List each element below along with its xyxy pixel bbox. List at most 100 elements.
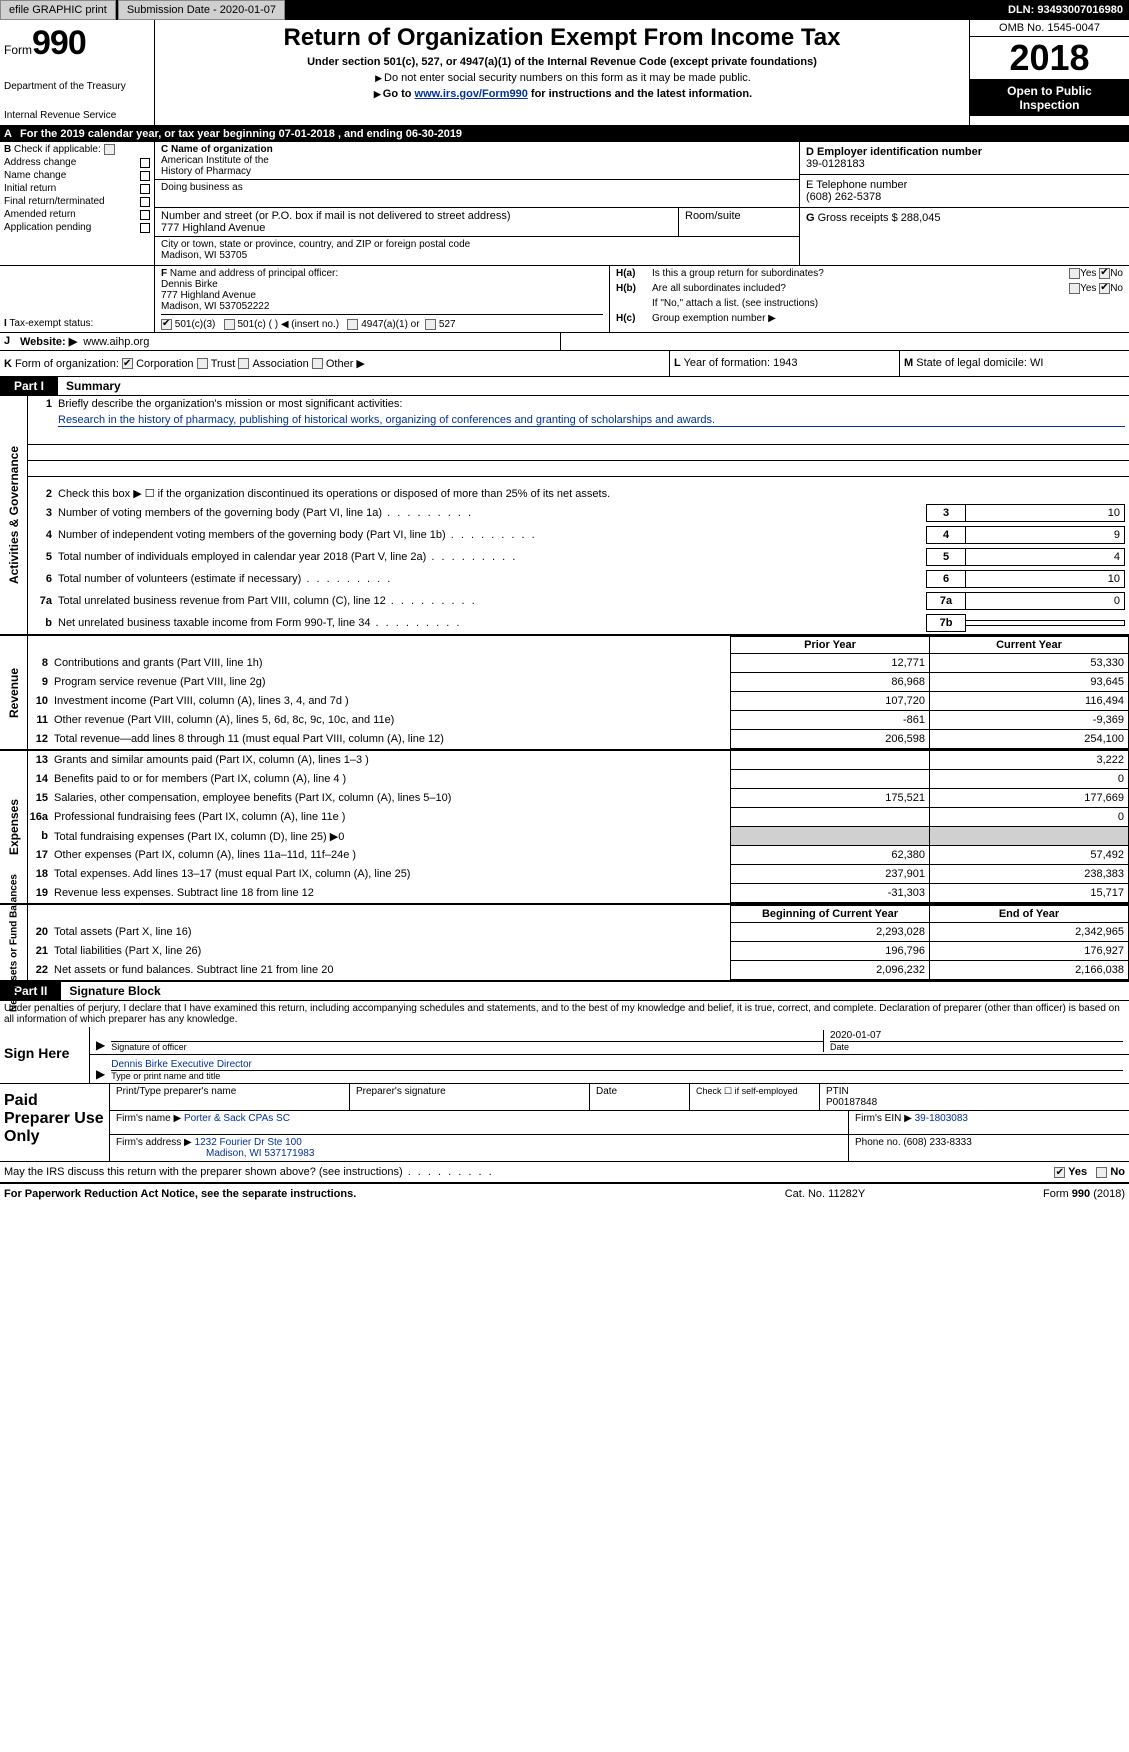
org-name-2: History of Pharmacy	[161, 166, 793, 177]
paid-preparer-section: Paid Preparer Use Only Print/Type prepar…	[0, 1084, 1129, 1162]
check-corporation[interactable]	[122, 358, 133, 369]
form-title: Return of Organization Exempt From Incom…	[163, 24, 961, 52]
prior-current-header: Prior Year Current Year	[28, 636, 1129, 654]
tax-year: 2018	[970, 37, 1129, 80]
governance-side-tab: Activities & Governance	[0, 396, 28, 634]
exp-line-b: bTotal fundraising expenses (Part IX, co…	[28, 827, 1129, 846]
check-application-pending[interactable]: Application pending	[4, 222, 150, 233]
check-527[interactable]	[425, 319, 436, 330]
check-address-change[interactable]: Address change	[4, 157, 150, 168]
paid-preparer-label: Paid Preparer Use Only	[0, 1084, 110, 1161]
ha-yes[interactable]	[1069, 268, 1080, 279]
sig-name-value: Dennis Birke Executive Director	[111, 1059, 1123, 1070]
row-j: J Website: ▶ www.aihp.org	[0, 333, 1129, 351]
form-prefix: Form	[4, 43, 32, 57]
org-name-cell: C Name of organization American Institut…	[155, 142, 799, 180]
expenses-block: Expenses 13Grants and similar amounts pa…	[0, 751, 1129, 905]
irs-link[interactable]: www.irs.gov/Form990	[415, 88, 528, 100]
col-c: C Name of organization American Institut…	[155, 142, 799, 265]
check-other[interactable]	[312, 358, 323, 369]
sig-name-label: Type or print name and title	[111, 1070, 1123, 1081]
check-name-change[interactable]: Name change	[4, 170, 150, 181]
net-assets-side-tab: Net Assets or Fund Balances	[0, 905, 28, 980]
row-f-mid: F Name and address of principal officer:…	[155, 266, 609, 332]
discuss-no[interactable]	[1096, 1167, 1107, 1178]
exp-line-13: 13Grants and similar amounts paid (Part …	[28, 751, 1129, 770]
footer: For Paperwork Reduction Act Notice, see …	[0, 1184, 1129, 1204]
ptin-cell: PTIN P00187848	[820, 1084, 1129, 1110]
note-link: Go to www.irs.gov/Form990 for instructio…	[163, 88, 961, 100]
prep-self-employed[interactable]: Check ☐ if self-employed	[690, 1084, 820, 1110]
hb-no[interactable]	[1099, 283, 1110, 294]
net-line-22: 22Net assets or fund balances. Subtract …	[28, 961, 1129, 980]
row-a-label: A	[4, 128, 20, 140]
row-k: K Form of organization: Corporation Trus…	[0, 351, 669, 376]
phone-cell: E Telephone number (608) 262-5378	[800, 175, 1129, 208]
footer-right: Form 990 (2018)	[925, 1188, 1125, 1200]
exp-line-16a: 16aProfessional fundraising fees (Part I…	[28, 808, 1129, 827]
part-1-tab: Part I	[0, 377, 58, 395]
prep-sig-header: Preparer's signature	[350, 1084, 590, 1110]
may-discuss-row: May the IRS discuss this return with the…	[0, 1162, 1129, 1184]
hb-yes[interactable]	[1069, 283, 1080, 294]
omb-number: OMB No. 1545-0047	[970, 20, 1129, 37]
firm-name-value: Porter & Sack CPAs SC	[184, 1113, 290, 1124]
rev-line-8: 8Contributions and grants (Part VIII, li…	[28, 654, 1129, 673]
sig-date-label: Date	[830, 1041, 1123, 1052]
gov-line-3: 3Number of voting members of the governi…	[28, 502, 1129, 524]
officer-addr2: Madison, WI 537052222	[161, 301, 603, 315]
firm-phone-value: (608) 233-8333	[903, 1137, 971, 1148]
check-association[interactable]	[238, 358, 249, 369]
check-amended-return[interactable]: Amended return	[4, 209, 150, 220]
col-d: D Employer identification number 39-0128…	[799, 142, 1129, 265]
gov-line-7a: 7aTotal unrelated business revenue from …	[28, 590, 1129, 612]
check-final-return[interactable]: Final return/terminated	[4, 196, 150, 207]
firm-name-cell: Firm's name ▶ Porter & Sack CPAs SC	[110, 1111, 849, 1134]
org-name-1: American Institute of the	[161, 155, 793, 166]
check-4947[interactable]	[347, 319, 358, 330]
check-501c3[interactable]	[161, 319, 172, 330]
revenue-side-tab: Revenue	[0, 636, 28, 749]
firm-phone-cell: Phone no. (608) 233-8333	[849, 1135, 1129, 1161]
mission-text: Research in the history of pharmacy, pub…	[28, 412, 1129, 429]
street-cell: Number and street (or P.O. box if mail i…	[155, 208, 679, 236]
submission-date-button[interactable]: Submission Date - 2020-01-07	[118, 0, 285, 20]
revenue-block: Revenue Prior Year Current Year 8Contrib…	[0, 636, 1129, 751]
street-value: 777 Highland Avenue	[161, 222, 672, 234]
row-a-text: For the 2019 calendar year, or tax year …	[20, 128, 462, 140]
sig-officer-label: Signature of officer	[111, 1041, 823, 1052]
rev-line-9: 9Program service revenue (Part VIII, lin…	[28, 673, 1129, 692]
rev-line-10: 10Investment income (Part VIII, column (…	[28, 692, 1129, 711]
check-501c[interactable]	[224, 319, 235, 330]
gov-line-4: 4Number of independent voting members of…	[28, 524, 1129, 546]
part-1-title: Summary	[58, 377, 129, 395]
room-cell: Room/suite	[679, 208, 799, 236]
dept-treasury: Department of the Treasury	[4, 81, 150, 92]
city-cell: City or town, state or province, country…	[155, 237, 799, 265]
efile-button[interactable]: efile GRAPHIC print	[0, 0, 116, 20]
footer-mid: Cat. No. 11282Y	[725, 1188, 925, 1200]
officer-name: Dennis Birke	[161, 279, 603, 290]
part-1-header: Part I Summary	[0, 377, 1129, 396]
check-trust[interactable]	[197, 358, 208, 369]
ha-no[interactable]	[1099, 268, 1110, 279]
net-line-21: 21Total liabilities (Part X, line 26) 19…	[28, 942, 1129, 961]
gov-line-5: 5Total number of individuals employed in…	[28, 546, 1129, 568]
rev-line-12: 12Total revenue—add lines 8 through 11 (…	[28, 730, 1129, 749]
signature-section: Under penalties of perjury, I declare th…	[0, 1001, 1129, 1084]
row-a: A For the 2019 calendar year, or tax yea…	[0, 126, 1129, 142]
top-bar: efile GRAPHIC print Submission Date - 20…	[0, 0, 1129, 20]
part-2-header: Part II Signature Block	[0, 982, 1129, 1001]
check-initial-return[interactable]: Initial return	[4, 183, 150, 194]
row-klm: K Form of organization: Corporation Trus…	[0, 351, 1129, 377]
firm-addr2-value: Madison, WI 537171983	[116, 1148, 842, 1159]
row-l: L Year of formation: 1943	[669, 351, 899, 376]
header-right: OMB No. 1545-0047 2018 Open to PublicIns…	[969, 20, 1129, 125]
row-fh: I Tax-exempt status: F Name and address …	[0, 266, 1129, 333]
section-bcd: B Check if applicable: Address change Na…	[0, 142, 1129, 266]
exp-line-17: 17Other expenses (Part IX, column (A), l…	[28, 846, 1129, 865]
discuss-yes[interactable]	[1054, 1167, 1065, 1178]
rev-line-11: 11Other revenue (Part VIII, column (A), …	[28, 711, 1129, 730]
note-ssn: Do not enter social security numbers on …	[163, 72, 961, 84]
exp-line-18: 18Total expenses. Add lines 13–17 (must …	[28, 865, 1129, 884]
